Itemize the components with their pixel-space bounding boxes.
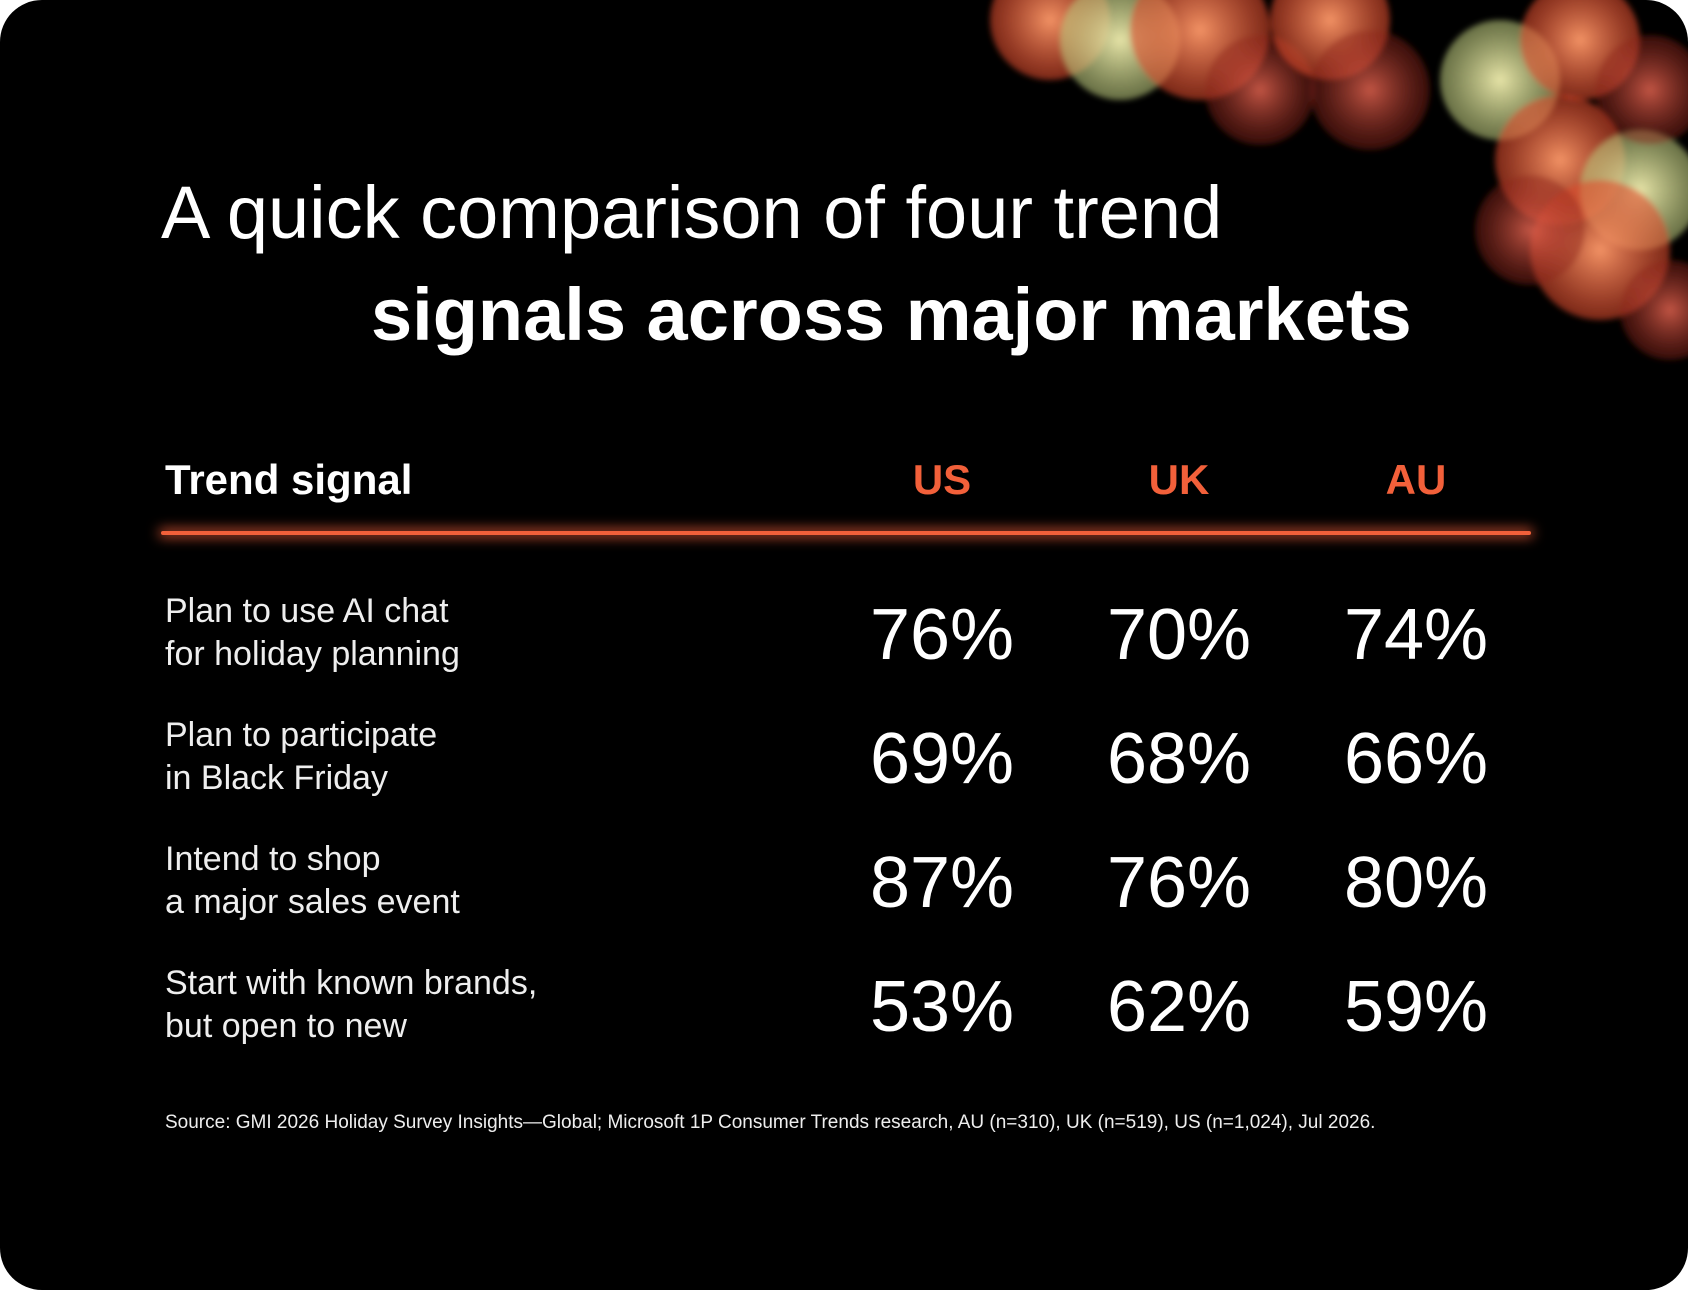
value-cell: 74% xyxy=(1343,595,1489,675)
value-cell: 80% xyxy=(1343,843,1489,923)
row-label: a major sales event xyxy=(165,883,460,921)
title-line: A quick comparison of four trend xyxy=(161,171,1223,254)
value-cell: 87% xyxy=(869,843,1015,923)
row-label: Plan to participate xyxy=(165,716,438,754)
value-cell: 62% xyxy=(1106,967,1252,1047)
row-label: in Black Friday xyxy=(165,759,388,797)
header-cell: US xyxy=(912,456,972,503)
value-cell: 69% xyxy=(869,719,1015,799)
source-note: Source: GMI 2026 Holiday Survey Insights… xyxy=(165,1112,1376,1133)
value-cell: 68% xyxy=(1106,719,1252,799)
value-cell: 53% xyxy=(869,967,1015,1047)
row-label: Start with known brands, xyxy=(165,964,538,1002)
value-cell: 76% xyxy=(869,595,1015,675)
header-cell: UK xyxy=(1148,456,1210,503)
header-rule xyxy=(161,531,1531,535)
title-line: signals across major markets xyxy=(371,273,1412,356)
header-cell: Trend signal xyxy=(165,456,413,503)
value-cell: 59% xyxy=(1343,967,1489,1047)
bokeh-decoration xyxy=(990,0,1688,360)
row-label: but open to new xyxy=(165,1007,407,1045)
value-cell: 70% xyxy=(1106,595,1252,675)
row-label: Plan to use AI chat xyxy=(165,592,449,630)
row-label: Intend to shop xyxy=(165,840,381,878)
row-label: for holiday planning xyxy=(165,635,460,673)
value-cell: 76% xyxy=(1106,843,1252,923)
value-cell: 66% xyxy=(1343,719,1489,799)
header-cell: AU xyxy=(1385,456,1447,503)
